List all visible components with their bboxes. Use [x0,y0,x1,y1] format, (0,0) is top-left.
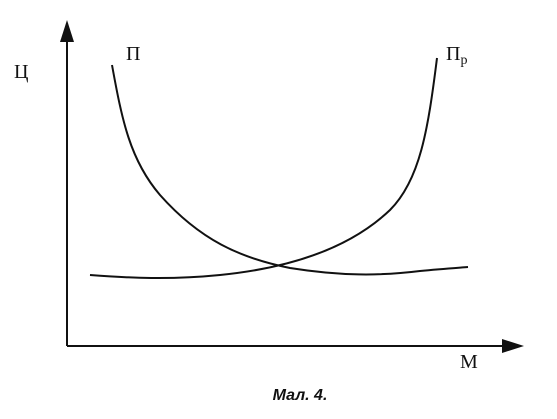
curve-label-subscript: р [460,53,467,68]
curve-label: Пр [446,43,467,68]
curve-pr [89,57,438,280]
caption: Мал. 4. [273,387,328,404]
x-axis-arrow [502,339,524,353]
curve-label-main: П [446,43,460,65]
x-axis-label: М [460,351,478,373]
y-axis-arrow [60,20,74,42]
curve-p [111,64,469,276]
curve-label: П [126,43,140,65]
y-axis-label: Ц [14,61,28,83]
